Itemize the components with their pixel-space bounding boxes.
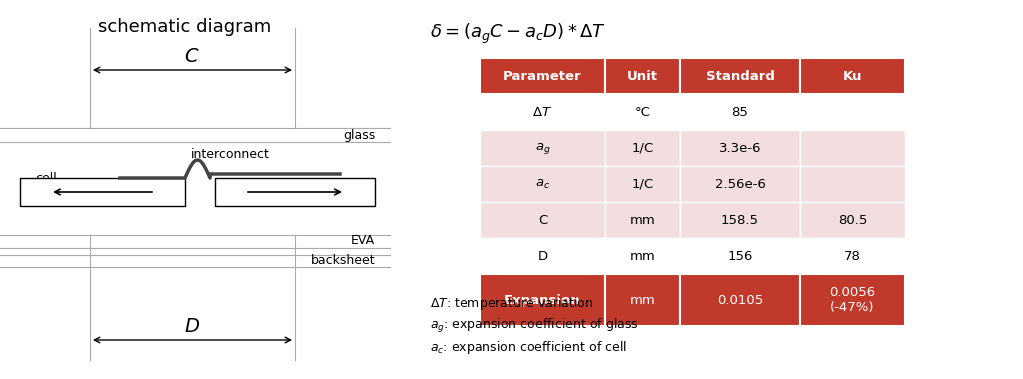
Text: $\delta= (a_gC-a_cD)*\Delta T$: $\delta= (a_gC-a_cD)*\Delta T$ — [430, 22, 607, 46]
Bar — [680, 58, 800, 94]
Text: 2.56e-6: 2.56e-6 — [714, 177, 765, 191]
Bar — [480, 58, 605, 94]
Text: 80.5: 80.5 — [838, 213, 868, 227]
Bar — [800, 166, 905, 202]
Bar — [800, 274, 905, 326]
Text: Parameter: Parameter — [503, 69, 582, 83]
Bar — [480, 94, 605, 130]
Text: backsheet: backsheet — [310, 255, 375, 268]
Bar — [215, 178, 375, 206]
Text: 0.0056
(-47%): 0.0056 (-47%) — [830, 286, 876, 314]
Bar — [680, 274, 800, 326]
Bar — [680, 202, 800, 238]
Text: 156: 156 — [727, 249, 753, 263]
Bar — [800, 94, 905, 130]
Text: glass: glass — [343, 128, 375, 141]
Text: Standard: Standard — [706, 69, 774, 83]
Text: $C$: $C$ — [184, 47, 199, 66]
Text: interconnect: interconnect — [190, 149, 269, 161]
Bar — [800, 238, 905, 274]
Text: 0.0105: 0.0105 — [717, 294, 763, 307]
Bar — [680, 238, 800, 274]
Bar — [605, 274, 680, 326]
Bar — [480, 238, 605, 274]
Text: 1/C: 1/C — [631, 141, 654, 155]
Bar — [480, 166, 605, 202]
Text: $a_g$: expansion coefficient of glass: $a_g$: expansion coefficient of glass — [430, 317, 638, 335]
Text: C: C — [538, 213, 547, 227]
Bar — [480, 202, 605, 238]
Text: EVA: EVA — [351, 235, 375, 247]
Bar — [480, 274, 605, 326]
Text: Ku: Ku — [843, 69, 862, 83]
Bar — [680, 94, 800, 130]
Text: schematic diagram: schematic diagram — [98, 18, 272, 36]
Bar — [605, 166, 680, 202]
Bar — [605, 94, 680, 130]
Text: cell: cell — [35, 172, 56, 185]
Text: Expansion: Expansion — [504, 294, 581, 307]
Text: $\Delta T$: $\Delta T$ — [533, 105, 552, 119]
Text: $D$: $D$ — [184, 317, 201, 336]
Bar — [800, 130, 905, 166]
Text: $\Delta T$: temperature variation: $\Delta T$: temperature variation — [430, 295, 593, 312]
Bar — [20, 178, 185, 206]
Bar — [800, 202, 905, 238]
Bar — [605, 202, 680, 238]
Bar — [800, 58, 905, 94]
Text: $a_c$: $a_c$ — [535, 177, 550, 191]
Bar — [605, 130, 680, 166]
Text: 78: 78 — [844, 249, 861, 263]
Text: 1/C: 1/C — [631, 177, 654, 191]
Bar — [605, 238, 680, 274]
Text: mm: mm — [629, 213, 656, 227]
Text: $a_c$: expansion coefficient of cell: $a_c$: expansion coefficient of cell — [430, 339, 627, 356]
Text: 3.3e-6: 3.3e-6 — [719, 141, 761, 155]
Text: mm: mm — [629, 294, 656, 307]
Bar — [480, 130, 605, 166]
Bar — [605, 58, 680, 94]
Text: 158.5: 158.5 — [721, 213, 759, 227]
Text: D: D — [537, 249, 547, 263]
Text: Unit: Unit — [627, 69, 658, 83]
Bar — [680, 130, 800, 166]
Text: 85: 85 — [731, 105, 749, 119]
Text: °C: °C — [634, 105, 651, 119]
Text: $a_g$: $a_g$ — [535, 141, 550, 155]
Text: mm: mm — [629, 249, 656, 263]
Bar — [680, 166, 800, 202]
